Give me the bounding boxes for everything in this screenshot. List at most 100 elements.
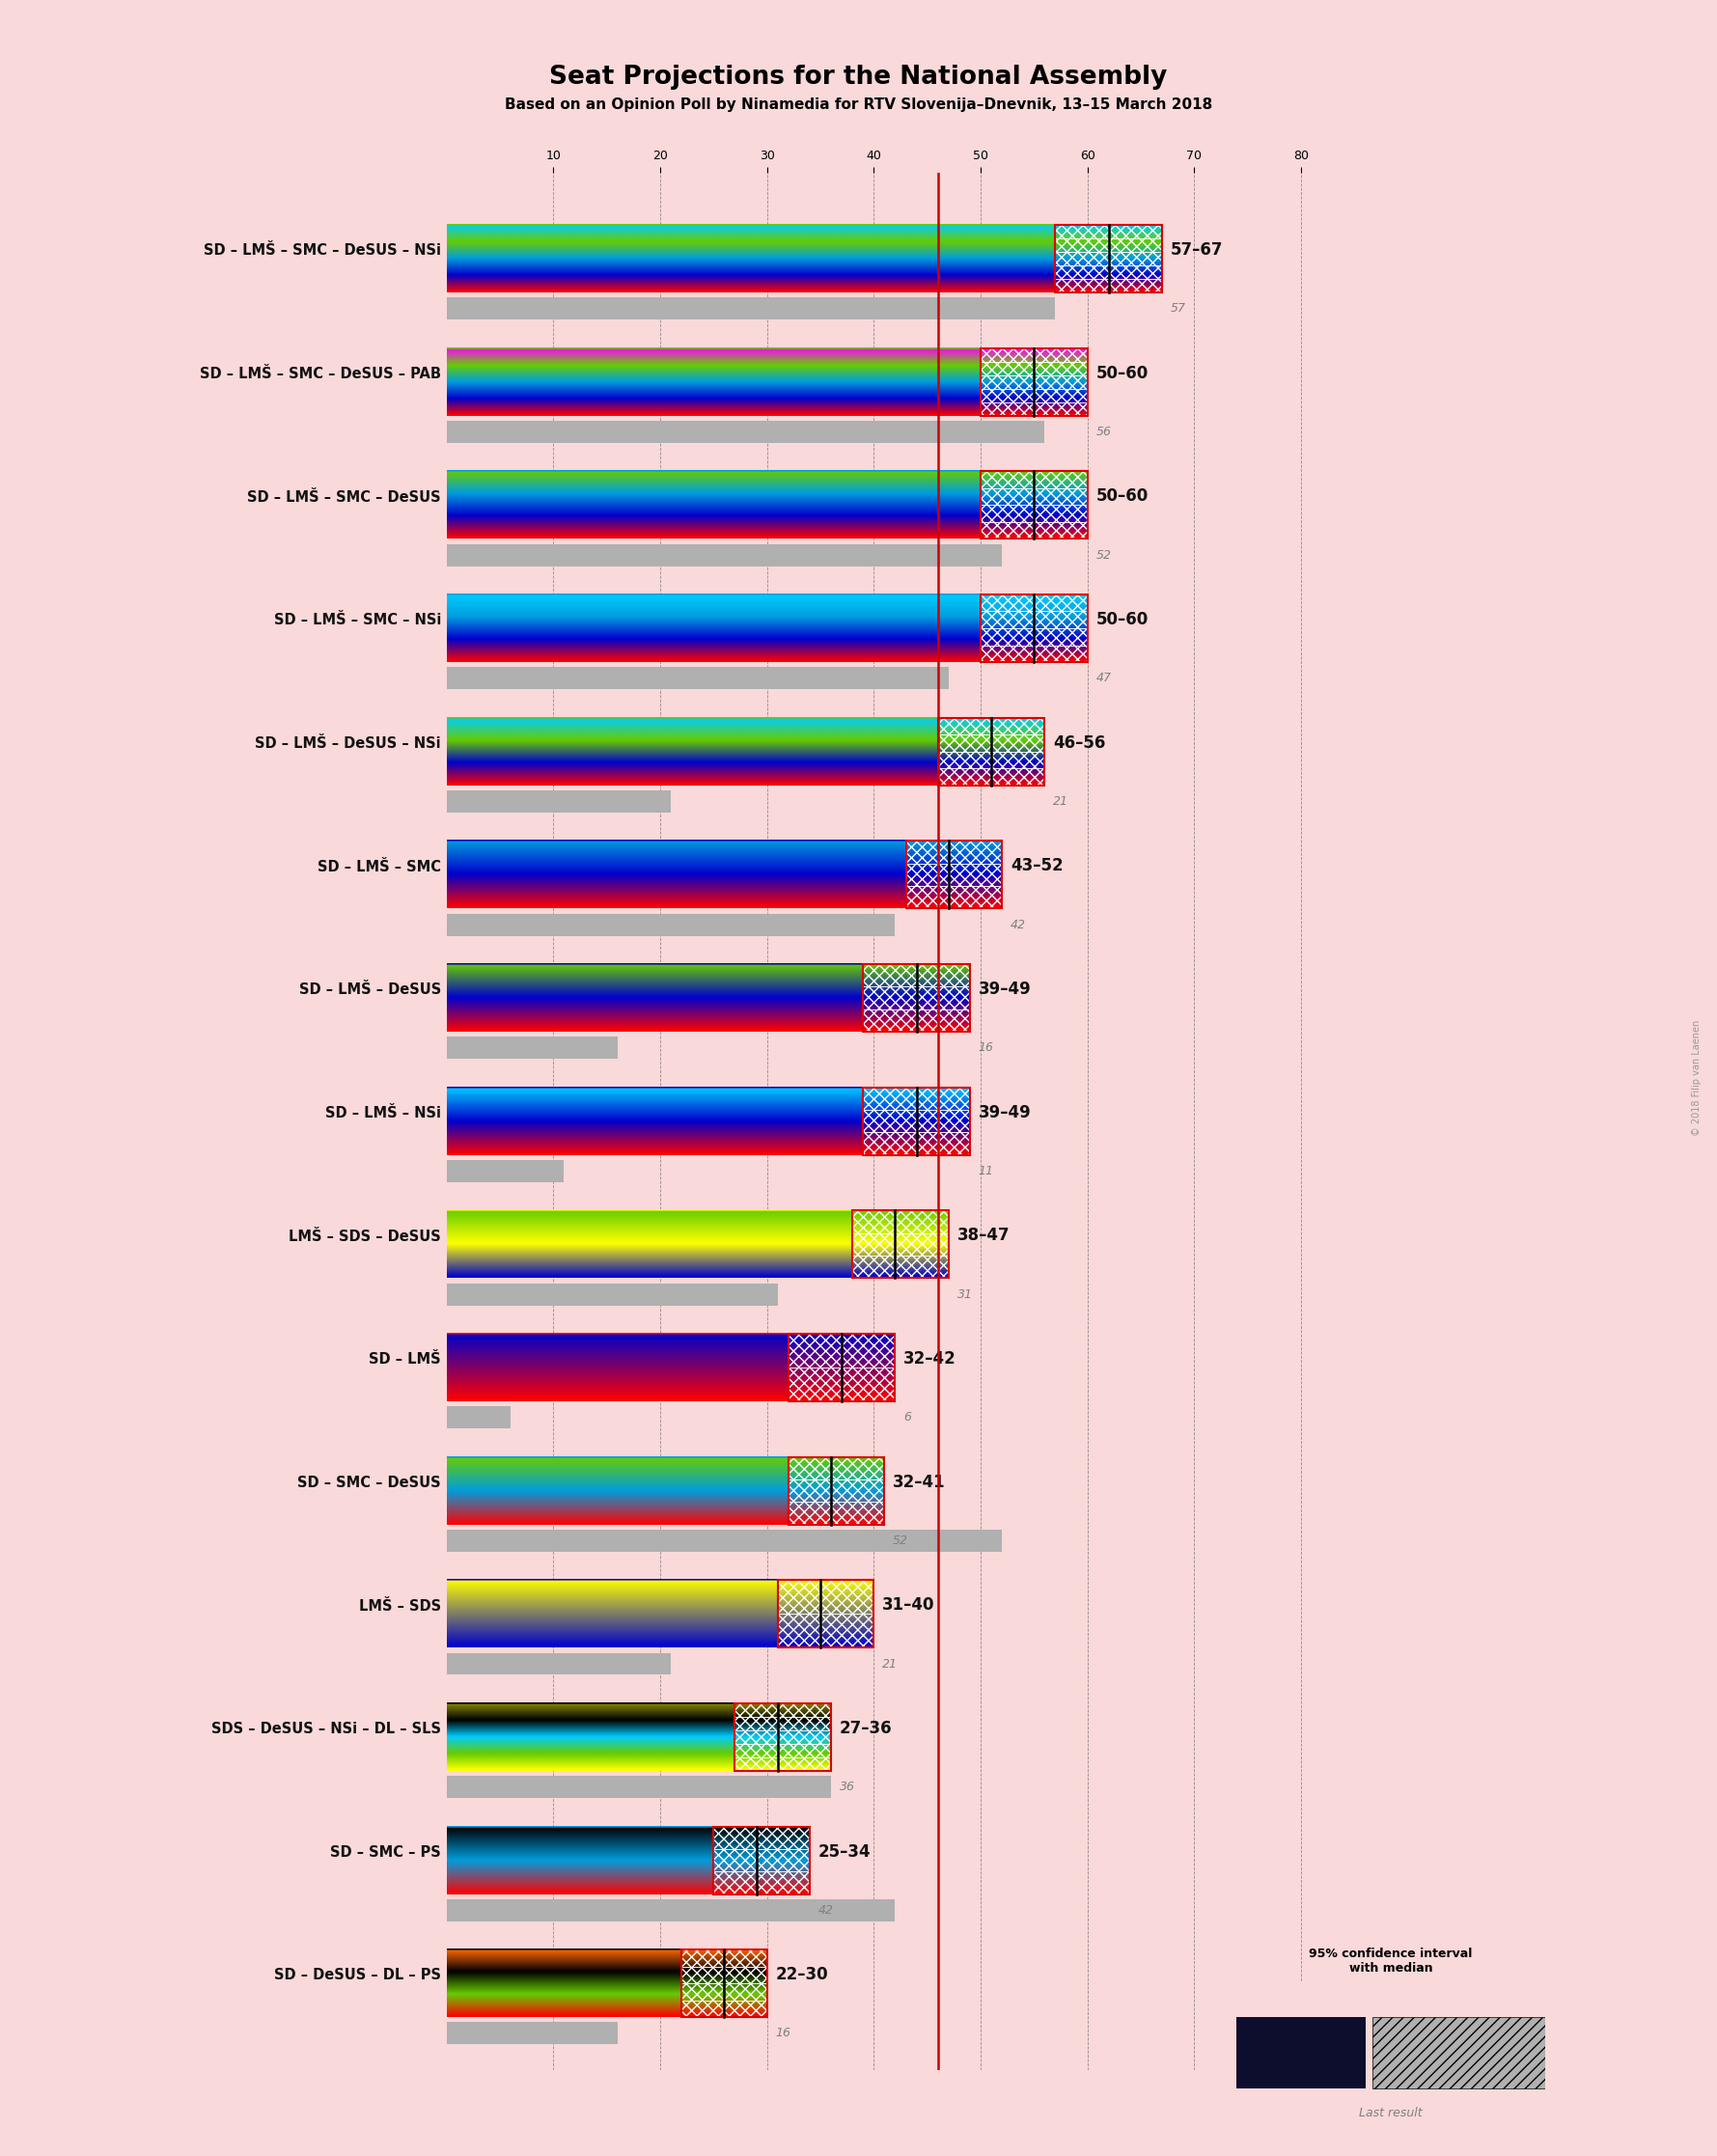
Text: 50–60: 50–60: [1095, 487, 1149, 505]
Text: SD – LMŠ – SMC – DeSUS – PAB: SD – LMŠ – SMC – DeSUS – PAB: [199, 367, 441, 382]
Bar: [682, 1966, 767, 1984]
Text: SD – LMŠ – SMC – NSi: SD – LMŠ – SMC – NSi: [273, 612, 441, 627]
Bar: [446, 1654, 671, 1675]
Bar: [852, 1210, 948, 1279]
Bar: [788, 1335, 895, 1401]
Bar: [446, 543, 1003, 567]
Text: 56: 56: [1095, 425, 1111, 438]
Text: LMŠ – SDS – DeSUS: LMŠ – SDS – DeSUS: [288, 1229, 441, 1244]
Bar: [980, 388, 1087, 403]
Text: SD – SMC – PS: SD – SMC – PS: [330, 1846, 441, 1861]
Bar: [980, 645, 1087, 662]
Text: SD – LMŠ – DeSUS: SD – LMŠ – DeSUS: [299, 983, 441, 998]
Text: 31–40: 31–40: [883, 1598, 936, 1615]
Bar: [864, 964, 970, 987]
Bar: [714, 1826, 810, 1850]
Bar: [446, 1283, 778, 1304]
Bar: [735, 1744, 831, 1757]
Bar: [980, 627, 1087, 645]
Bar: [446, 2022, 618, 2044]
Bar: [864, 1132, 970, 1156]
Bar: [980, 347, 1087, 416]
Text: 38–47: 38–47: [956, 1227, 1010, 1244]
Bar: [788, 1335, 895, 1367]
Bar: [446, 1529, 1003, 1552]
Text: 42: 42: [819, 1904, 834, 1917]
Bar: [980, 362, 1087, 375]
Text: 32–42: 32–42: [903, 1350, 956, 1367]
Bar: [980, 403, 1087, 416]
Text: SD – LMŠ – SMC – DeSUS: SD – LMŠ – SMC – DeSUS: [247, 489, 441, 505]
Bar: [980, 347, 1087, 362]
Text: LMŠ – SDS: LMŠ – SDS: [359, 1598, 441, 1613]
Bar: [864, 987, 970, 1009]
Bar: [1056, 239, 1162, 252]
Bar: [446, 1899, 895, 1921]
Bar: [788, 1457, 884, 1524]
Bar: [446, 666, 948, 690]
Bar: [735, 1757, 831, 1770]
Bar: [1056, 224, 1162, 293]
Bar: [1056, 278, 1162, 293]
Bar: [864, 1087, 970, 1156]
Text: 36: 36: [840, 1781, 855, 1794]
Bar: [714, 1826, 810, 1895]
Bar: [735, 1731, 831, 1744]
Text: © 2018 Filip van Laenen: © 2018 Filip van Laenen: [1691, 1020, 1702, 1136]
Text: 31: 31: [956, 1287, 972, 1300]
Text: 6: 6: [903, 1412, 912, 1423]
Text: 52: 52: [893, 1535, 908, 1546]
Text: 57: 57: [1171, 302, 1186, 315]
Bar: [788, 1479, 884, 1503]
Bar: [937, 718, 1044, 785]
Text: SD – LMŠ – SMC: SD – LMŠ – SMC: [318, 860, 441, 873]
Bar: [682, 1984, 767, 2001]
Text: 16: 16: [776, 2027, 792, 2040]
Text: 39–49: 39–49: [979, 1104, 1032, 1121]
Bar: [937, 718, 1044, 735]
Bar: [907, 862, 1003, 886]
Bar: [788, 1503, 884, 1524]
Text: 47: 47: [1095, 673, 1111, 683]
Bar: [852, 1233, 948, 1255]
Text: 50–60: 50–60: [1095, 610, 1149, 627]
Bar: [446, 1777, 831, 1798]
Text: 43–52: 43–52: [1011, 858, 1063, 875]
Bar: [714, 1850, 810, 1871]
Bar: [980, 472, 1087, 487]
Bar: [980, 505, 1087, 522]
Bar: [852, 1210, 948, 1233]
Text: SD – LMŠ – DeSUS – NSi: SD – LMŠ – DeSUS – NSi: [256, 735, 441, 750]
Bar: [937, 752, 1044, 768]
Text: 46–56: 46–56: [1053, 735, 1106, 752]
Bar: [788, 1457, 884, 1479]
Bar: [852, 1255, 948, 1279]
Bar: [1236, 2018, 1367, 2087]
Text: 52: 52: [1095, 550, 1111, 561]
Bar: [446, 420, 1044, 442]
Bar: [778, 1580, 874, 1615]
Bar: [980, 595, 1087, 662]
Text: 42: 42: [1011, 918, 1027, 931]
Bar: [682, 1949, 767, 1966]
Text: SD – DeSUS – DL – PS: SD – DeSUS – DL – PS: [275, 1968, 441, 1984]
Bar: [980, 375, 1087, 388]
Bar: [446, 1037, 618, 1059]
Bar: [446, 914, 895, 936]
Bar: [1372, 2018, 1545, 2087]
Text: 21: 21: [883, 1658, 898, 1671]
Bar: [1056, 265, 1162, 278]
Text: SD – LMŠ – NSi: SD – LMŠ – NSi: [325, 1106, 441, 1121]
Text: Based on an Opinion Poll by Ninamedia for RTV Slovenija–Dnevnik, 13–15 March 201: Based on an Opinion Poll by Ninamedia fo…: [505, 97, 1212, 112]
Text: 21: 21: [1053, 796, 1068, 808]
Bar: [937, 735, 1044, 752]
Bar: [714, 1871, 810, 1895]
Bar: [682, 1949, 767, 2018]
Text: Last result: Last result: [1360, 2106, 1422, 2119]
Bar: [735, 1716, 831, 1731]
Bar: [1056, 224, 1162, 239]
Bar: [446, 298, 1056, 319]
Text: SDS – DeSUS – NSi – DL – SLS: SDS – DeSUS – NSi – DL – SLS: [211, 1723, 441, 1736]
Text: 27–36: 27–36: [840, 1720, 893, 1738]
Bar: [446, 1160, 563, 1181]
